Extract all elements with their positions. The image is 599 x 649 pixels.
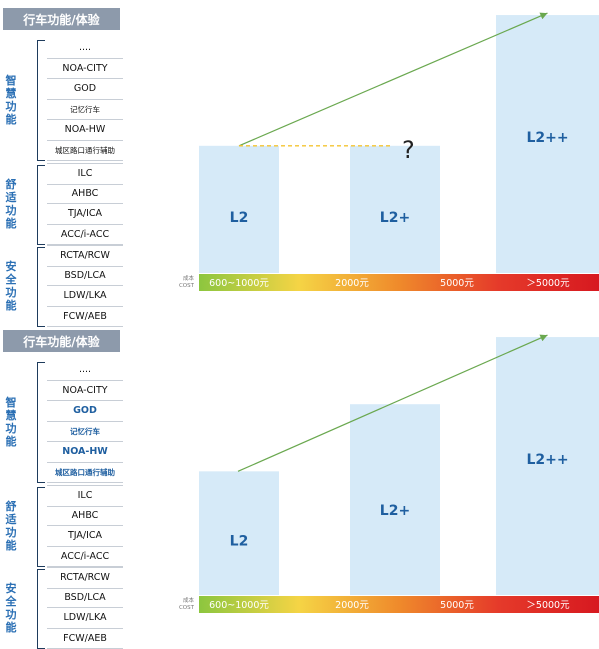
cost-label: ＞5000元	[526, 278, 570, 289]
bar-label: L2	[230, 533, 249, 549]
cost-label: 5000元	[440, 278, 474, 289]
cost-label: 2000元	[335, 600, 369, 611]
cost-label: 2000元	[335, 278, 369, 289]
cost-label: 600~1000元	[209, 600, 269, 611]
bar-label: L2	[230, 210, 249, 226]
cost-label: 5000元	[440, 600, 474, 611]
cost-label: ＞5000元	[526, 600, 570, 611]
bar-label: L2++	[526, 452, 568, 468]
bar-label: L2+	[380, 503, 410, 519]
bar-label: L2++	[526, 130, 568, 146]
cost-label: 600~1000元	[209, 278, 269, 289]
bar-label: L2+	[380, 210, 410, 226]
question-annotation: ?	[402, 136, 415, 164]
bar-chart: L2 L2+ L2++ 600~1000元 2000元 5000元 ＞5000元	[0, 322, 599, 622]
function-item: FCW/AEB	[47, 629, 123, 649]
bar-l2plus	[350, 404, 440, 595]
bar-chart: L2 L2+ L2++? 600~1000元 2000元 5000元 ＞5000元	[0, 0, 599, 300]
